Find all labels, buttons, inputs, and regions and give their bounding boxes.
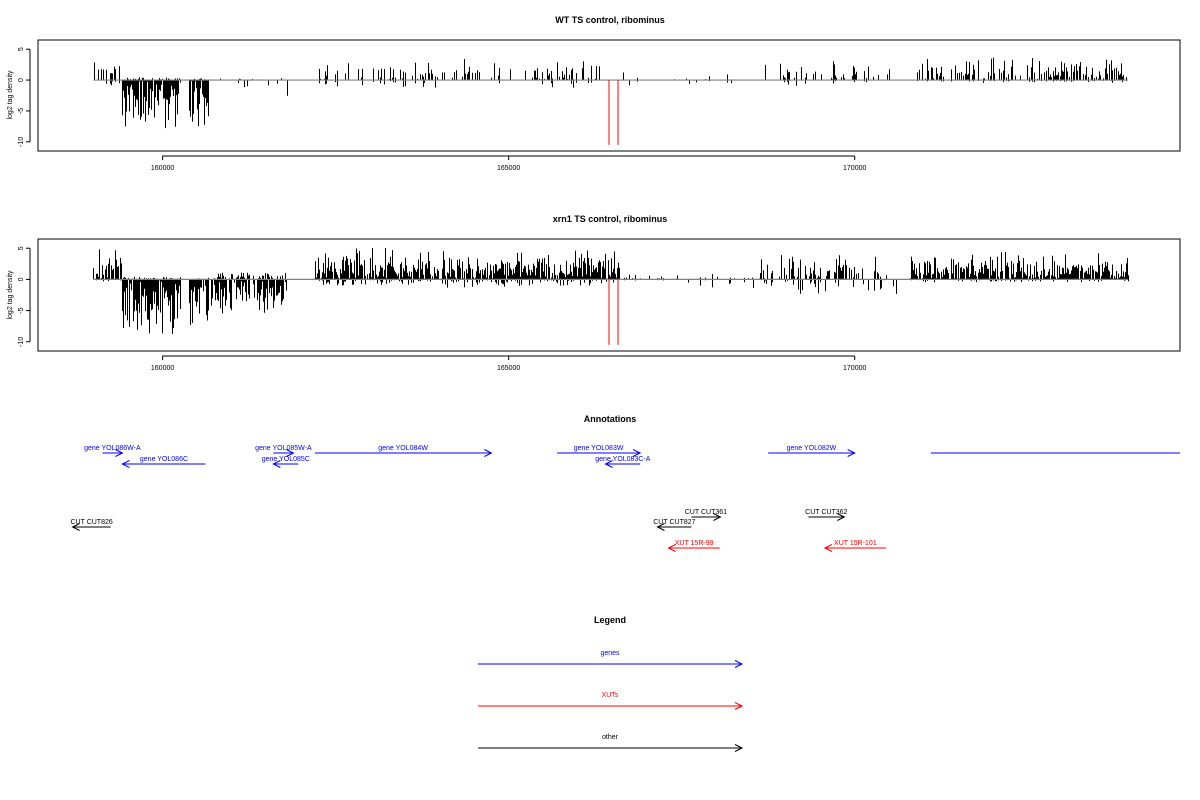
feature-label: gene YOL085W-A <box>255 445 312 452</box>
arrow-head <box>286 449 295 457</box>
wt-density-panel: WT TS control, ribominus log2 tag densit… <box>7 15 1181 172</box>
feature-label: gene YOL086W-A <box>84 445 141 452</box>
feature-label: CUT CUT827 <box>653 519 695 526</box>
cut-feature: CUT CUT362 <box>805 509 848 521</box>
feature-label: gene YOL084W <box>378 445 428 452</box>
gene-feature: gene YOL083W <box>557 445 642 457</box>
x-tick-label: 160000 <box>151 365 174 372</box>
arrow-head <box>115 449 124 457</box>
wt-y-axis-label: log2 tag density <box>7 70 14 120</box>
cut-feature: CUT CUT826 <box>70 519 113 531</box>
arrow-head <box>121 460 130 468</box>
wt-density-bars <box>93 57 1129 145</box>
feature-label: gene YOL082W <box>787 445 837 452</box>
legend: Legend genes XUTs other <box>478 615 744 752</box>
xrn1-density-bars <box>93 248 1129 345</box>
density-bars-path <box>93 248 1129 334</box>
gene-feature: gene YOL085C <box>262 456 310 468</box>
feature-label: gene YOL083C-A <box>595 456 650 463</box>
annotations-title: Annotations <box>584 414 637 424</box>
x-tick-label: 165000 <box>497 365 520 372</box>
arrow-head <box>632 449 642 457</box>
arrow-head <box>837 513 846 521</box>
gene-feature: gene YOL084W <box>314 445 493 457</box>
arrow-head <box>734 702 744 710</box>
legend-entries: genes XUTs other <box>478 650 744 752</box>
feature-label: gene YOL083W <box>574 445 624 452</box>
xrn1-axes: 5 0 -5 -10 160000 165000 170000 <box>18 246 866 372</box>
y-tick-label: -5 <box>18 108 25 114</box>
cut-feature: CUT CUT827 <box>653 519 696 531</box>
feature-label: gene YOL086C <box>140 456 188 463</box>
arrow-head <box>272 460 281 468</box>
cut-feature: CUT CUT361 <box>685 509 727 521</box>
density-bars-path <box>94 57 1127 129</box>
wt-plot-frame <box>37 39 1181 152</box>
arrow-head <box>656 523 665 531</box>
legend-title: Legend <box>594 615 626 625</box>
legend-entry-label: genes <box>600 650 620 657</box>
x-tick-label: 160000 <box>151 165 174 172</box>
arrow-head <box>71 523 80 531</box>
gene-feature: gene YOL086W-A <box>84 445 141 457</box>
y-tick-label: 5 <box>18 47 25 51</box>
arrow-head <box>484 449 493 457</box>
wt-axes: 5 0 -5 -10 160000 165000 170000 <box>18 47 866 172</box>
wt-panel-title: WT TS control, ribominus <box>555 15 665 25</box>
xrn1-panel-title: xrn1 TS control, ribominus <box>553 214 668 224</box>
y-tick-label: 0 <box>18 277 25 281</box>
feature-label: CUT CUT826 <box>70 519 112 526</box>
y-tick-label: -5 <box>18 307 25 313</box>
arrow-head <box>604 460 613 468</box>
xrn1-density-panel: xrn1 TS control, ribominus log2 tag dens… <box>7 214 1181 372</box>
arrow-head <box>713 513 722 521</box>
legend-entry-label: XUTs <box>602 692 619 699</box>
feature-label: XUT 15R-99 <box>675 540 714 547</box>
xut-feature: XUT 15R-99 <box>667 540 720 552</box>
xrn1-y-axis-label: log2 tag density <box>7 270 14 320</box>
gene-feature: gene YOL082W <box>768 445 856 457</box>
arrow-head <box>847 449 856 457</box>
feature-label: CUT CUT362 <box>805 509 847 516</box>
arrow-head <box>734 744 744 752</box>
y-tick-label: -10 <box>18 337 25 347</box>
y-tick-label: 5 <box>18 246 25 250</box>
legend-entry-other: other <box>478 734 744 752</box>
feature-arrows: gene YOL086W-A gene YOL086C gene YOL085W-A… <box>70 445 1180 552</box>
feature-label: XUT 15R-101 <box>834 540 877 547</box>
x-tick-label: 170000 <box>843 365 866 372</box>
x-tick-label: 170000 <box>843 165 866 172</box>
xrn1-plot-frame <box>37 238 1181 352</box>
arrow-head <box>823 544 833 552</box>
y-tick-label: -10 <box>18 137 25 147</box>
xut-feature: XUT 15R-101 <box>823 540 886 552</box>
legend-entry-label: other <box>602 734 619 741</box>
y-tick-label: 0 <box>18 78 25 82</box>
feature-label: CUT CUT361 <box>685 509 727 516</box>
gene-feature: gene YOL086C <box>121 456 206 468</box>
legend-entry-genes: genes <box>478 650 744 668</box>
arrow-head <box>734 660 744 668</box>
arrow-head <box>667 544 676 552</box>
gene-feature: gene YOL085W-A <box>255 445 312 457</box>
x-tick-label: 165000 <box>497 165 520 172</box>
legend-entry-xuts: XUTs <box>478 692 744 710</box>
feature-label: gene YOL085C <box>262 456 310 463</box>
gene-feature: gene YOL083C-A <box>595 456 651 468</box>
